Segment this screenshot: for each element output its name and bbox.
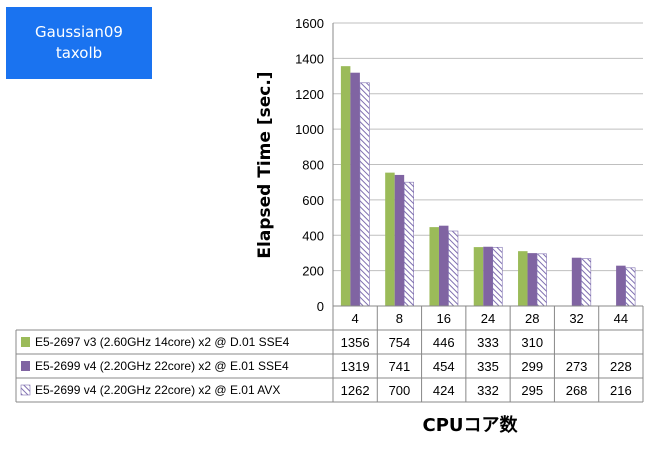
bar	[429, 227, 439, 306]
data-label: 216	[610, 383, 632, 398]
data-label: 741	[389, 359, 411, 374]
bar	[571, 257, 582, 306]
data-label: 268	[566, 383, 588, 398]
badge-line-2: taxolb	[55, 44, 103, 62]
legend-swatch	[21, 337, 30, 347]
y-tick-label: 600	[302, 193, 324, 208]
x-tick-label: 24	[481, 311, 495, 326]
bar	[438, 225, 449, 306]
y-tick-label: 1000	[295, 122, 324, 137]
y-tick-label: 1200	[295, 87, 324, 102]
data-label: 454	[433, 359, 455, 374]
x-tick-label: 4	[352, 311, 359, 326]
data-label: 1262	[341, 383, 370, 398]
x-tick-label: 16	[436, 311, 450, 326]
bar	[518, 251, 528, 306]
bar	[616, 265, 626, 306]
bar	[394, 174, 405, 306]
bar	[581, 258, 592, 307]
bar	[536, 253, 547, 307]
legend-swatch	[21, 361, 30, 371]
gridlines	[332, 22, 643, 307]
bar	[448, 230, 459, 307]
y-tick-label: 1400	[295, 51, 324, 66]
bar	[625, 267, 636, 307]
y-tick-label: 1600	[295, 16, 324, 31]
data-label: 295	[521, 383, 543, 398]
chart-badge: Gaussian09 taxolb	[6, 7, 152, 79]
bar	[350, 72, 360, 306]
data-label: 310	[521, 335, 543, 350]
bar	[403, 181, 414, 307]
y-axis-label: Elapsed Time [sec.]	[255, 71, 275, 259]
bar	[492, 246, 503, 307]
data-label: 333	[477, 335, 499, 350]
data-label: 424	[433, 383, 455, 398]
bar	[359, 82, 370, 307]
data-label: 1319	[341, 359, 370, 374]
bar	[473, 247, 484, 306]
y-tick-label: 800	[302, 158, 324, 173]
legend-label: E5-2697 v3 (2.60GHz 14core) x2 @ D.01 SS…	[35, 335, 290, 349]
legend-label: E5-2699 v4 (2.20GHz 22core) x2 @ E.01 AV…	[35, 383, 280, 397]
y-axis-ticks: 0 200 400 600 800 1000 1200 1400 1600	[295, 16, 324, 314]
y-tick-label: 400	[302, 228, 324, 243]
bar	[527, 253, 538, 306]
data-label: 273	[566, 359, 588, 374]
data-table: 4 8 16 24 28 32 44 E5-2697 v3 (2.60GHz 14core) …	[15, 305, 644, 403]
x-axis-label: CPUコア数	[422, 415, 518, 436]
data-label: 228	[610, 359, 632, 374]
bar	[483, 246, 493, 306]
legend-label: E5-2699 v4 (2.20GHz 22core) x2 @ E.01 SS…	[35, 359, 289, 373]
bar	[340, 66, 351, 306]
x-tick-label: 8	[396, 311, 403, 326]
bar	[385, 172, 395, 306]
bars	[340, 66, 636, 307]
data-label: 335	[477, 359, 499, 374]
data-label: 754	[389, 335, 411, 350]
x-tick-label: 28	[525, 311, 539, 326]
data-label: 446	[433, 335, 455, 350]
data-label: 700	[389, 383, 411, 398]
x-tick-label: 32	[569, 311, 583, 326]
y-tick-label: 200	[302, 264, 324, 279]
badge-line-1: Gaussian09	[35, 23, 123, 41]
y-tick-label: 0	[317, 299, 324, 314]
data-label: 1356	[341, 335, 370, 350]
data-label: 332	[477, 383, 499, 398]
x-tick-label: 44	[614, 311, 628, 326]
legend-swatch	[20, 384, 31, 396]
data-label: 299	[521, 359, 543, 374]
